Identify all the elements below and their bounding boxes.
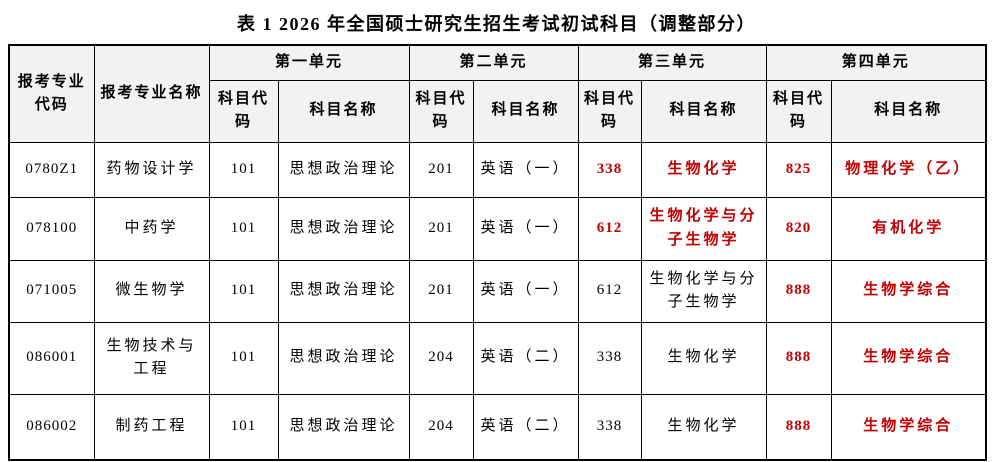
cell-subject-name: 生物化学与分子生物学 bbox=[640, 259, 767, 323]
cell-subject-code: 338 bbox=[577, 393, 642, 461]
header-row-subjects: 科目代码 科目名称 科目代码 科目名称 科目代码 科目名称 科目代码 科目名称 bbox=[9, 79, 987, 143]
header-subject-code-1: 科目代码 bbox=[208, 79, 279, 143]
header-major-name: 报考专业名称 bbox=[93, 44, 210, 143]
table-row: 078100 中药学 101 思想政治理论 201 英语（一） 612 生物化学… bbox=[8, 196, 987, 261]
cell-subject-name: 思想政治理论 bbox=[277, 196, 410, 261]
cell-subject-code: 101 bbox=[208, 259, 279, 323]
cell-subject-name: 物理化学（乙） bbox=[830, 141, 987, 198]
cell-subject-code: 888 bbox=[765, 259, 832, 323]
header-subject-name-4: 科目名称 bbox=[830, 79, 987, 143]
cell-subject-name: 英语（二） bbox=[472, 393, 579, 461]
table-row: 0780Z1 药物设计学 101 思想政治理论 201 英语（一） 338 生物… bbox=[8, 141, 987, 198]
cell-subject-code: 204 bbox=[408, 321, 474, 395]
cell-subject-name: 思想政治理论 bbox=[277, 321, 410, 395]
header-subject-code-2: 科目代码 bbox=[408, 79, 474, 143]
header-unit-2: 第二单元 bbox=[408, 44, 579, 81]
header-unit-4: 第四单元 bbox=[765, 44, 987, 81]
table-row: 071005 微生物学 101 思想政治理论 201 英语（一） 612 生物化… bbox=[8, 259, 987, 323]
cell-subject-name: 思想政治理论 bbox=[277, 141, 410, 198]
cell-subject-name: 思想政治理论 bbox=[277, 259, 410, 323]
header-subject-name-1: 科目名称 bbox=[277, 79, 410, 143]
cell-subject-name: 生物化学 bbox=[640, 141, 767, 198]
cell-major-name: 生物技术与工程 bbox=[93, 321, 210, 395]
header-subject-code-4: 科目代码 bbox=[765, 79, 832, 143]
cell-subject-name: 生物学综合 bbox=[830, 393, 987, 461]
cell-subject-name: 生物学综合 bbox=[830, 259, 987, 323]
cell-major-name: 制药工程 bbox=[93, 393, 210, 461]
cell-subject-code: 101 bbox=[208, 321, 279, 395]
header-major-code: 报考专业代码 bbox=[8, 44, 95, 143]
cell-subject-code: 338 bbox=[577, 141, 642, 198]
cell-major-name: 微生物学 bbox=[93, 259, 210, 323]
cell-major-name: 药物设计学 bbox=[93, 141, 210, 198]
cell-subject-name: 英语（一） bbox=[472, 259, 579, 323]
cell-major-code: 0780Z1 bbox=[8, 141, 95, 198]
cell-subject-name: 有机化学 bbox=[830, 196, 987, 261]
cell-subject-code: 201 bbox=[408, 196, 474, 261]
cell-subject-code: 888 bbox=[765, 321, 832, 395]
cell-major-name: 中药学 bbox=[93, 196, 210, 261]
cell-subject-code: 338 bbox=[577, 321, 642, 395]
cell-major-code: 086001 bbox=[8, 321, 95, 395]
cell-subject-name: 生物化学与分子生物学 bbox=[640, 196, 767, 261]
cell-subject-code: 204 bbox=[408, 393, 474, 461]
cell-subject-name: 生物化学 bbox=[640, 321, 767, 395]
cell-subject-code: 201 bbox=[408, 141, 474, 198]
header-unit-1: 第一单元 bbox=[208, 44, 410, 81]
cell-subject-name: 英语（一） bbox=[472, 196, 579, 261]
header-unit-3: 第三单元 bbox=[577, 44, 767, 81]
cell-major-code: 071005 bbox=[8, 259, 95, 323]
cell-subject-name: 英语（一） bbox=[472, 141, 579, 198]
cell-subject-code: 101 bbox=[208, 141, 279, 198]
cell-subject-code: 101 bbox=[208, 393, 279, 461]
cell-major-code: 078100 bbox=[8, 196, 95, 261]
table-row: 086001 生物技术与工程 101 思想政治理论 204 英语（二） 338 … bbox=[8, 321, 987, 395]
table-row: 086002 制药工程 101 思想政治理论 204 英语（二） 338 生物化… bbox=[8, 393, 987, 461]
header-subject-name-3: 科目名称 bbox=[640, 79, 767, 143]
header-subject-code-3: 科目代码 bbox=[577, 79, 642, 143]
cell-subject-code: 101 bbox=[208, 196, 279, 261]
cell-subject-name: 生物学综合 bbox=[830, 321, 987, 395]
cell-subject-code: 888 bbox=[765, 393, 832, 461]
cell-subject-code: 820 bbox=[765, 196, 832, 261]
cell-subject-name: 生物化学 bbox=[640, 393, 767, 461]
cell-subject-code: 201 bbox=[408, 259, 474, 323]
cell-subject-code: 612 bbox=[577, 196, 642, 261]
cell-subject-code: 825 bbox=[765, 141, 832, 198]
exam-subjects-table: 报考专业代码 报考专业名称 第一单元 第二单元 第三单元 第四单元 科目代码 科… bbox=[8, 44, 988, 461]
table-header: 报考专业代码 报考专业名称 第一单元 第二单元 第三单元 第四单元 科目代码 科… bbox=[8, 44, 987, 143]
cell-subject-name: 思想政治理论 bbox=[277, 393, 410, 461]
header-row-units: 报考专业代码 报考专业名称 第一单元 第二单元 第三单元 第四单元 bbox=[8, 44, 987, 143]
cell-major-code: 086002 bbox=[8, 393, 95, 461]
header-subject-name-2: 科目名称 bbox=[472, 79, 579, 143]
cell-subject-code: 612 bbox=[577, 259, 642, 323]
table-title: 表 1 2026 年全国硕士研究生招生考试初试科目（调整部分） bbox=[237, 14, 756, 34]
cell-subject-name: 英语（二） bbox=[472, 321, 579, 395]
